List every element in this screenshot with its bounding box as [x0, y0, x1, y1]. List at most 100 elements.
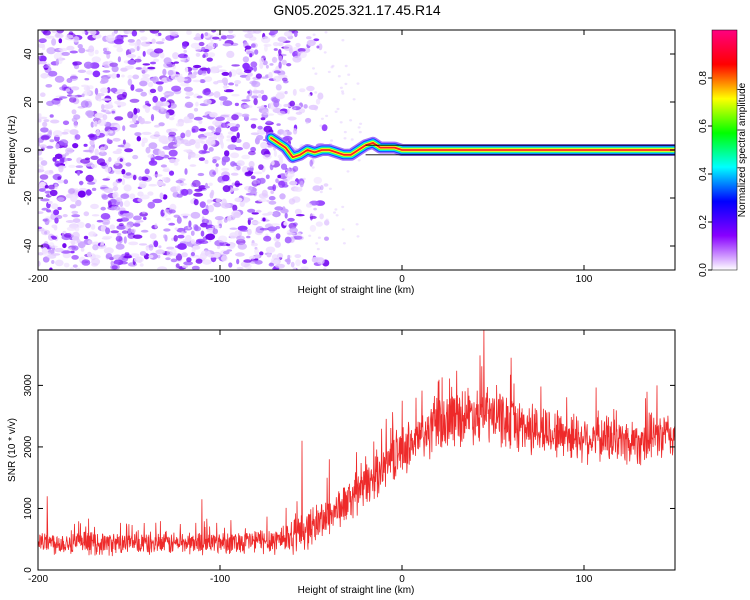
noise-blob: [228, 71, 232, 78]
noise-blob: [100, 224, 106, 232]
noise-blob: [195, 258, 203, 264]
noise-blob: [112, 191, 119, 199]
noise-blob: [188, 139, 196, 145]
noise-blob: [155, 81, 164, 85]
noise-blob: [170, 258, 178, 263]
noise-blob: [104, 166, 112, 173]
noise-blob: [96, 219, 104, 223]
noise-blob: [115, 197, 123, 203]
noise-blob: [234, 146, 243, 151]
noise-blob: [223, 217, 228, 223]
noise-blob: [201, 208, 209, 216]
noise-blob: [54, 153, 63, 159]
noise-speck: [342, 242, 346, 245]
noise-blob: [274, 206, 284, 211]
noise-blob: [254, 248, 259, 255]
noise-blob: [161, 177, 167, 182]
noise-blob: [62, 214, 68, 218]
noise-blob: [54, 183, 58, 190]
noise-blob: [189, 164, 197, 167]
noise-blob: [110, 87, 118, 93]
noise-blob: [193, 192, 204, 197]
noise-speck: [319, 190, 323, 194]
noise-blob: [235, 68, 243, 75]
noise-blob: [207, 125, 214, 130]
noise-blob: [165, 217, 171, 221]
noise-blob: [88, 49, 95, 57]
noise-blob: [142, 50, 146, 57]
noise-blob: [261, 36, 271, 44]
noise-blob: [154, 223, 158, 229]
noise-blob: [173, 61, 179, 64]
noise-blob: [114, 116, 124, 121]
noise-blob: [209, 192, 214, 199]
noise-blob: [166, 246, 175, 250]
noise-blob: [77, 221, 85, 228]
noise-blob: [91, 214, 100, 217]
noise-blob: [277, 253, 284, 259]
noise-blob: [287, 232, 296, 235]
noise-blob: [112, 181, 118, 187]
noise-blob: [323, 183, 329, 187]
noise-blob: [69, 50, 79, 54]
noise-blob: [246, 95, 250, 101]
noise-blob: [199, 201, 206, 209]
noise-blob: [124, 148, 134, 153]
noise-blob: [247, 72, 253, 77]
noise-blob: [292, 106, 301, 111]
noise-blob: [132, 154, 139, 160]
noise-blob: [288, 198, 296, 205]
noise-blob: [169, 203, 177, 211]
noise-blob: [85, 174, 94, 182]
noise-blob: [98, 151, 108, 157]
noise-blob: [41, 207, 48, 211]
noise-blob: [65, 34, 74, 39]
noise-blob: [223, 250, 230, 255]
noise-blob: [87, 134, 95, 138]
noise-blob: [163, 57, 172, 65]
noise-blob: [295, 214, 305, 217]
noise-blob: [40, 165, 44, 171]
noise-blob: [41, 247, 48, 254]
noise-blob: [195, 101, 199, 107]
noise-blob: [50, 119, 60, 124]
noise-blob: [319, 213, 324, 220]
colorbar-tick-label: 0.8: [698, 71, 709, 85]
noise-blob: [120, 34, 128, 38]
noise-blob: [105, 131, 109, 134]
noise-blob: [69, 94, 78, 99]
noise-blob: [140, 41, 151, 47]
noise-blob: [255, 209, 262, 213]
noise-blob: [198, 149, 207, 155]
noise-blob: [77, 69, 87, 74]
noise-blob: [148, 183, 157, 187]
noise-blob: [59, 139, 69, 146]
noise-blob: [55, 32, 60, 38]
noise-blob: [283, 44, 293, 51]
noise-blob: [92, 70, 101, 78]
noise-blob: [108, 157, 112, 162]
noise-blob: [199, 137, 207, 141]
x-tick-label: 100: [576, 274, 593, 285]
noise-blob: [81, 31, 86, 34]
noise-blob: [119, 158, 124, 162]
noise-speck: [325, 218, 329, 221]
noise-blob: [147, 154, 154, 158]
noise-blob: [105, 133, 109, 137]
noise-blob: [275, 84, 282, 91]
noise-blob: [247, 189, 251, 193]
noise-blob: [268, 196, 276, 201]
noise-blob: [119, 201, 124, 207]
noise-blob: [38, 211, 44, 214]
noise-blob: [281, 59, 287, 66]
noise-blob: [133, 107, 138, 115]
noise-blob: [39, 174, 49, 180]
noise-blob: [309, 159, 313, 167]
noise-speck: [355, 223, 359, 226]
noise-blob: [181, 265, 189, 268]
noise-blob: [111, 110, 116, 114]
noise-blob: [140, 176, 149, 181]
noise-blob: [317, 92, 324, 100]
noise-blob: [42, 65, 50, 68]
noise-blob: [103, 47, 107, 52]
